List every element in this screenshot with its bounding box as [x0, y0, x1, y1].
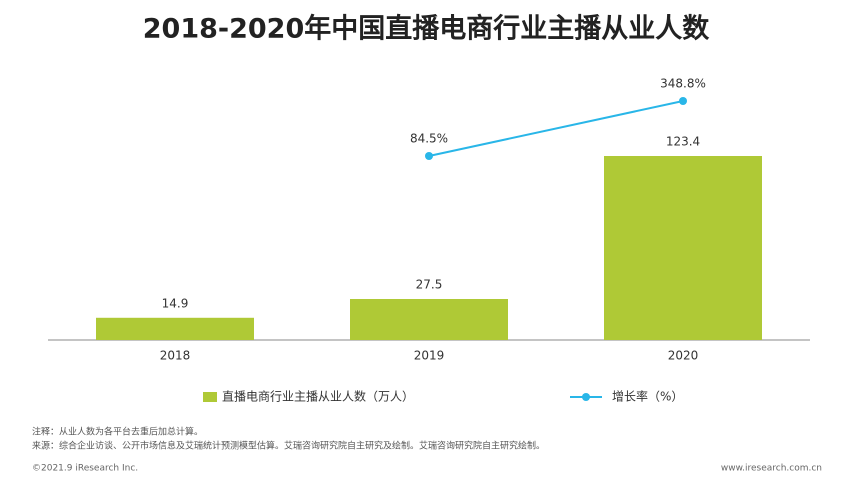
line-point — [425, 152, 433, 160]
line-point — [679, 97, 687, 105]
value-label: 14.9 — [162, 296, 189, 310]
website: www.iresearch.com.cn — [721, 464, 822, 474]
bar — [604, 156, 762, 340]
legend-label: 直播电商行业主播从业人数（万人） — [222, 389, 414, 404]
value-label: 27.5 — [416, 277, 443, 291]
copyright: ©2021.9 iResearch Inc. — [32, 464, 138, 474]
legend-label: 增长率（%） — [612, 389, 683, 404]
value-label: 348.8% — [660, 77, 706, 91]
note: 注释：从业人数为各平台去重后加总计算。 — [32, 426, 203, 438]
value-label: 123.4 — [666, 135, 700, 149]
chart-title: 2018-2020年中国直播电商行业主播从业人数 — [143, 13, 710, 45]
legend-swatch — [582, 393, 590, 401]
value-label: 84.5% — [410, 132, 448, 146]
x-tick-label: 2018 — [160, 349, 191, 363]
line — [428, 100, 684, 157]
source: 来源：综合企业访谈、公开市场信息及艾瑞统计预测模型估算。艾瑞咨询研究院自主研究及… — [32, 440, 545, 452]
x-tick-label: 2020 — [668, 349, 699, 363]
bar — [350, 298, 508, 340]
legend-swatch — [203, 392, 217, 402]
bar — [96, 317, 254, 340]
x-tick-label: 2019 — [414, 349, 445, 363]
